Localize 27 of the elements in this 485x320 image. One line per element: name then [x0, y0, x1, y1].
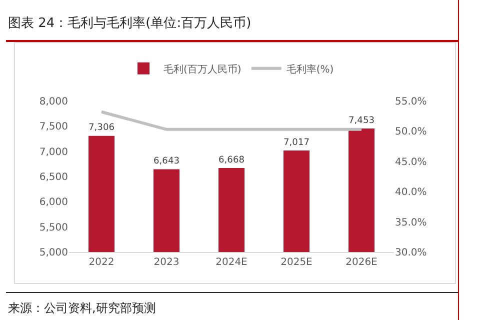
chart-title: 图表 24：毛利与毛利率(单位:百万人民币) — [8, 15, 252, 32]
legend-label: 毛利率(%) — [286, 63, 334, 76]
x-tick-label: 2022 — [88, 257, 114, 268]
data-label: 7,306 — [88, 123, 115, 134]
y-tick-label: 7,000 — [39, 146, 68, 158]
y-tick-label: 6,000 — [39, 197, 68, 208]
y2-tick-label: 30.0% — [395, 248, 427, 258]
data-label: 7,453 — [348, 116, 375, 126]
x-tick-label: 2026E — [346, 257, 378, 268]
y2-tick-label: 35.0% — [395, 217, 427, 228]
y-tick-label: 7,500 — [39, 122, 68, 133]
x-tick-label: 2025E — [280, 257, 312, 268]
y-tick-label: 5,000 — [39, 248, 68, 258]
legend-label: 毛利(百万人民币) — [164, 63, 242, 76]
x-tick-label: 2024E — [216, 257, 248, 268]
source-note: 来源：公司资料,研究部预测 — [8, 300, 156, 317]
data-label: 6,643 — [154, 156, 180, 167]
y2-tick-label: 50.0% — [395, 126, 427, 138]
data-label: 7,017 — [284, 138, 310, 148]
y-tick-label: 6,500 — [39, 172, 68, 183]
y2-tick-label: 55.0% — [395, 96, 427, 108]
x-tick-label: 2023 — [154, 257, 180, 268]
y-tick-label: 8,000 — [39, 96, 68, 108]
y2-tick-label: 45.0% — [395, 156, 427, 168]
y2-tick-label: 40.0% — [395, 187, 427, 198]
y-tick-label: 5,500 — [39, 222, 68, 234]
data-label: 6,668 — [218, 155, 245, 166]
